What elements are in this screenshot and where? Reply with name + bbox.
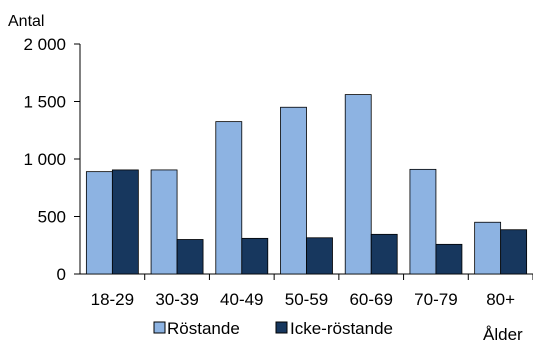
x-tick-label: 18-29 bbox=[91, 290, 134, 309]
bar-rostande-18-29 bbox=[85, 171, 113, 275]
x-tick-label: 70-79 bbox=[414, 290, 457, 309]
bar-rostande-30-39 bbox=[150, 169, 178, 275]
y-tick-label: 0 bbox=[57, 265, 66, 284]
y-tick-label: 1 000 bbox=[23, 150, 66, 169]
bar-icke-rostande-70-79 bbox=[435, 243, 463, 275]
legend-swatch-rostande bbox=[153, 321, 166, 334]
y-tick-label: 2 000 bbox=[23, 35, 66, 54]
bar-icke-rostande-50-59 bbox=[306, 237, 333, 275]
x-tick-label: 80+ bbox=[486, 290, 515, 309]
x-axis-label: Ålder bbox=[483, 325, 523, 343]
y-tick-label: 1 500 bbox=[23, 93, 66, 112]
legend: Röstande Icke-röstande bbox=[153, 319, 393, 338]
x-tick-labels: 18-29 30-39 40-49 50-59 60-69 70-79 80+ bbox=[91, 290, 516, 309]
x-tick-label: 50-59 bbox=[285, 290, 328, 309]
legend-swatch-icke-rostande bbox=[275, 321, 288, 334]
bar-icke-rostande-40-49 bbox=[241, 237, 269, 275]
y-axis-label: Antal bbox=[8, 13, 44, 30]
bar-rostande-80+ bbox=[474, 221, 502, 275]
x-tick-label: 60-69 bbox=[349, 290, 392, 309]
x-tick-label: 40-49 bbox=[220, 290, 263, 309]
legend-label-rostande: Röstande bbox=[167, 319, 240, 338]
bars bbox=[85, 94, 528, 275]
x-tick-label: 30-39 bbox=[155, 290, 198, 309]
bar-rostande-70-79 bbox=[409, 168, 437, 275]
bar-icke-rostande-80+ bbox=[500, 229, 528, 275]
legend-label-icke-rostande: Icke-röstande bbox=[290, 319, 393, 338]
y-tick-label: 500 bbox=[38, 208, 66, 227]
bar-icke-rostande-18-29 bbox=[111, 169, 139, 275]
bar-rostande-50-59 bbox=[280, 106, 307, 275]
bar-rostande-60-69 bbox=[344, 94, 372, 275]
bar-icke-rostande-30-39 bbox=[176, 239, 204, 275]
bar-icke-rostande-60-69 bbox=[370, 233, 398, 275]
bar-rostande-40-49 bbox=[215, 121, 243, 275]
y-tick-labels: 0 500 1 000 1 500 2 000 bbox=[23, 35, 66, 284]
